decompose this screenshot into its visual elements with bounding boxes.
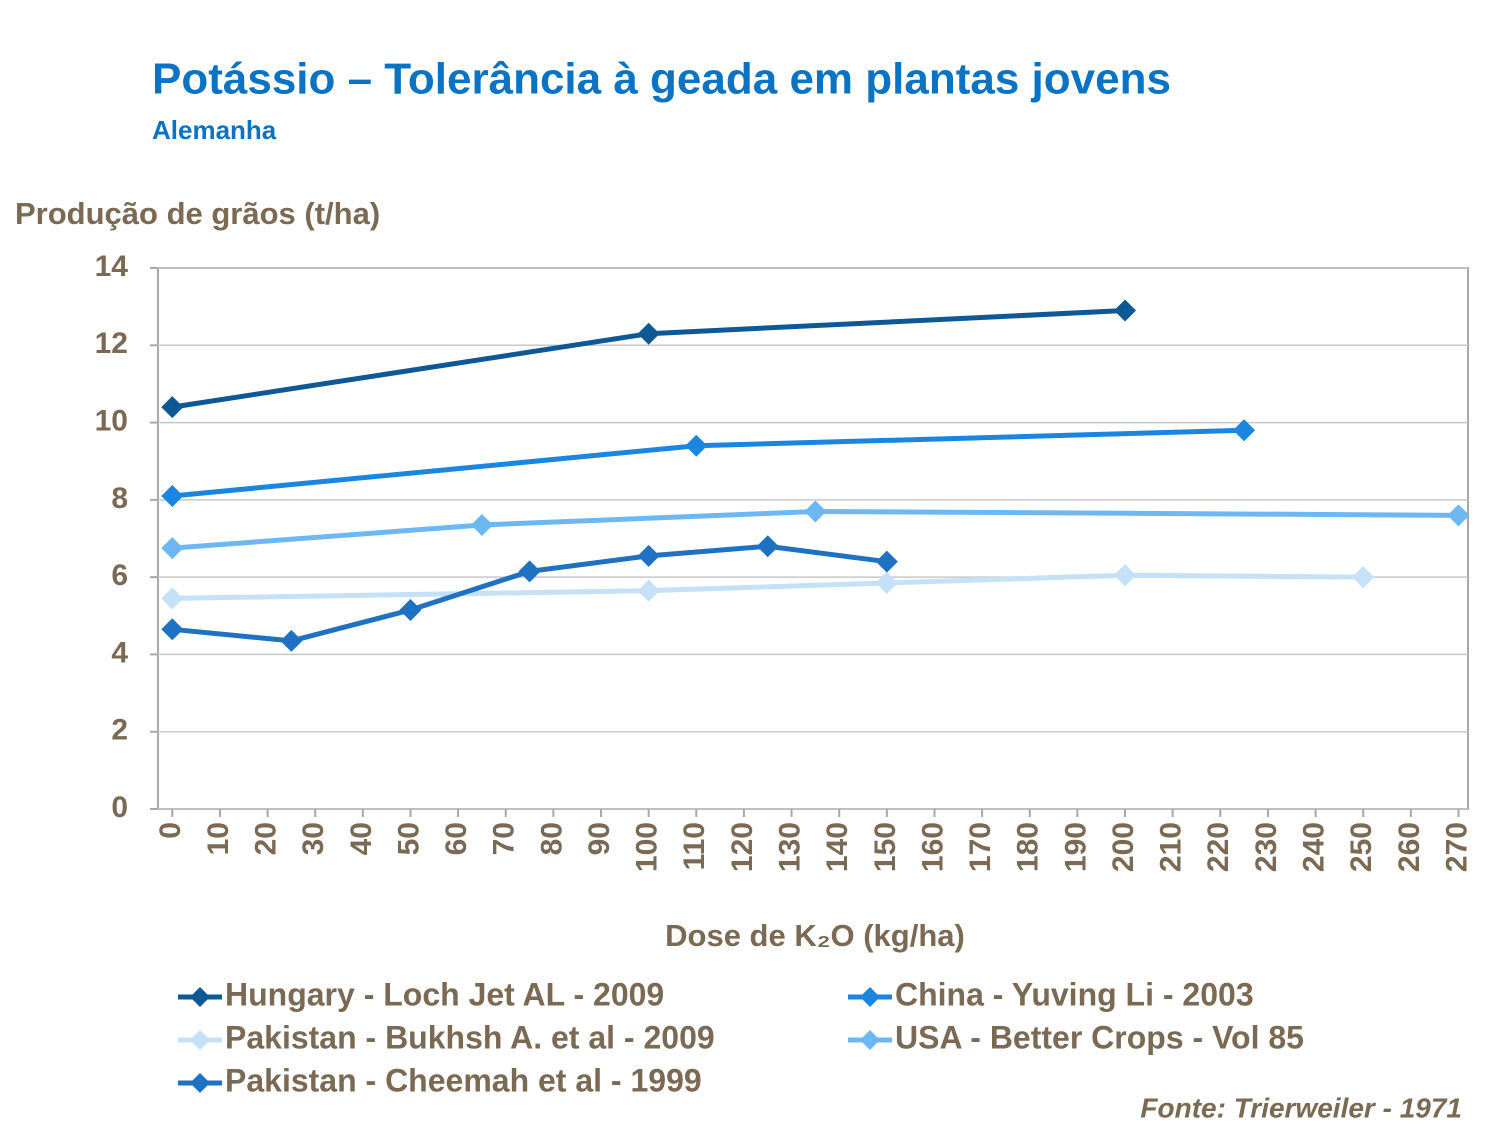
x-tick-label: 40 [345,822,378,855]
legend-marker [190,1073,210,1093]
y-tick-label: 4 [111,636,128,669]
x-tick-label: 110 [678,822,711,870]
data-point [470,513,493,536]
data-point [875,550,898,573]
x-tick-label: 140 [821,822,854,872]
legend-label: Pakistan - Bukhsh A. et al - 2009 [225,1019,715,1055]
x-tick-label: 210 [1155,822,1188,872]
x-tick-label: 250 [1345,822,1378,872]
x-tick-label: 180 [1012,822,1045,872]
x-tick-label: 20 [249,822,282,855]
data-point [756,535,779,558]
legend-marker [190,1030,210,1050]
y-tick-label: 0 [111,791,128,824]
chart-subtitle: Alemanha [152,115,277,145]
legend-marker [190,987,210,1007]
data-point [637,544,660,567]
x-tick-label: 160 [916,822,949,872]
x-tick-label: 240 [1297,822,1330,872]
legend-label: USA - Better Crops - Vol 85 [895,1019,1304,1055]
x-tick-label: 230 [1250,822,1283,872]
y-tick-label: 10 [95,404,128,437]
x-tick-label: 260 [1393,822,1426,872]
series-line [172,427,1245,499]
x-tick-label: 150 [869,822,902,872]
x-tick-label: 90 [583,822,616,855]
data-point [1352,566,1375,589]
data-point [637,322,660,345]
plot-area [157,267,1469,810]
data-point [1233,419,1256,442]
data-point [399,598,422,621]
x-tick-label: 70 [488,822,521,855]
x-tick-label: 60 [440,822,473,855]
x-tick-label: 100 [631,822,664,872]
x-tick-label: 50 [392,822,425,855]
data-point [161,618,184,641]
data-point [804,500,827,523]
x-tick-label: 80 [535,822,568,855]
data-point [1114,564,1137,587]
x-tick-label: 120 [726,822,759,872]
data-point [1114,299,1137,322]
data-point [1447,504,1470,527]
x-tick-label: 200 [1107,822,1140,872]
data-point [161,537,184,560]
x-tick-label: 30 [297,822,330,855]
x-tick-label: 130 [773,822,806,872]
y-tick-label: 12 [95,327,128,360]
y-tick-label: 2 [111,714,128,747]
data-point [875,571,898,594]
legend-label: Pakistan - Cheemah et al - 1999 [225,1062,702,1098]
y-tick-label: 6 [111,559,128,592]
legend-marker [860,1030,880,1050]
x-tick-label: 0 [154,822,187,839]
x-tick-label: 170 [964,822,997,872]
y-tick-label: 8 [111,482,128,515]
x-tick-label: 220 [1202,822,1235,872]
x-tick-label: 190 [1059,822,1092,872]
y-tick-label: 14 [95,250,129,283]
series-line [172,508,1459,551]
chart-title: Potássio – Tolerância à geada em plantas… [152,55,1171,104]
data-point [280,629,303,652]
data-point [161,396,184,419]
data-point [518,560,541,583]
x-tick-label: 10 [202,822,235,855]
data-point [637,579,660,602]
x-axis-label: Dose de K₂O (kg/ha) [665,918,965,953]
data-point [161,587,184,610]
data-point [161,484,184,507]
legend-label: China - Yuving Li - 2003 [895,976,1254,1012]
x-tick-label: 270 [1440,822,1473,872]
source-note: Fonte: Trierweiler - 1971 [1140,1092,1462,1123]
data-point [685,434,708,457]
legend-marker [860,987,880,1007]
series-line [172,572,1364,601]
y-axis-label: Produção de grãos (t/ha) [15,196,380,231]
legend-label: Hungary - Loch Jet AL - 2009 [225,976,664,1012]
